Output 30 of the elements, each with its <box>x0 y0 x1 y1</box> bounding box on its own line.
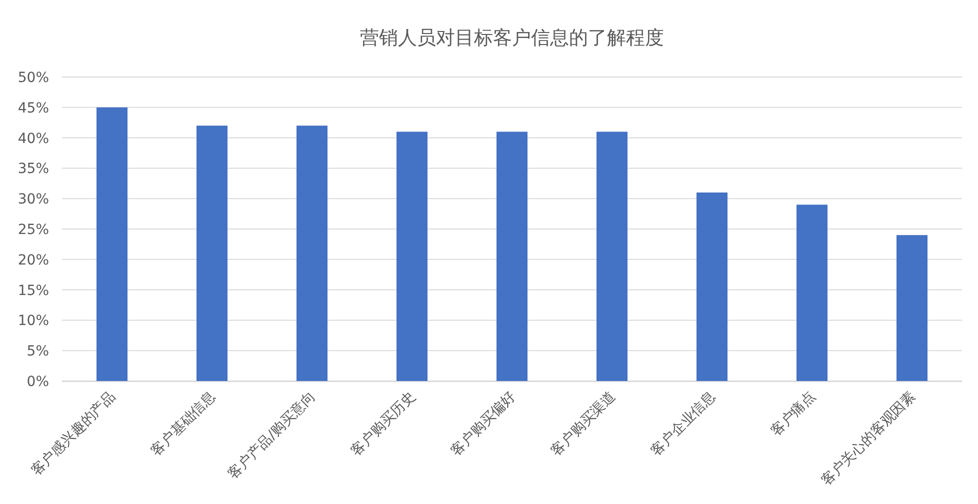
x-tick-label: 客户基础信息 <box>148 388 219 460</box>
bar <box>596 132 628 381</box>
bar <box>196 126 228 381</box>
y-tick-label: 5% <box>26 344 49 360</box>
y-tick-label: 50% <box>18 70 49 86</box>
x-tick-label: 客户购买偏好 <box>448 388 519 460</box>
y-tick-label: 45% <box>18 100 49 116</box>
y-tick-label: 0% <box>26 374 49 390</box>
bar <box>296 126 328 381</box>
bar <box>896 235 928 381</box>
bar <box>696 192 728 381</box>
bar <box>396 132 428 381</box>
y-tick-label: 30% <box>18 192 49 208</box>
bar <box>96 107 128 381</box>
x-tick-label: 客户痛点 <box>768 388 819 440</box>
bar <box>796 204 828 381</box>
x-tick-label: 客户购买渠道 <box>548 388 619 460</box>
bar <box>496 132 528 381</box>
y-tick-label: 25% <box>18 222 49 238</box>
x-tick-label: 客户关心的客观因素 <box>818 388 919 489</box>
y-tick-label: 40% <box>18 130 49 147</box>
y-tick-label: 10% <box>18 313 49 330</box>
x-tick-label: 客户感兴趣的产品 <box>28 388 119 480</box>
chart-title: 营销人员对目标客户信息的了解程度 <box>360 27 664 49</box>
y-tick-label: 15% <box>18 282 49 299</box>
y-tick-label: 20% <box>18 252 49 268</box>
x-tick-label: 客户企业信息 <box>648 388 719 460</box>
x-tick-label: 客户产品/购买意向 <box>224 388 319 482</box>
x-tick-label: 客户购买历史 <box>348 388 419 460</box>
y-tick-label: 35% <box>18 161 49 178</box>
